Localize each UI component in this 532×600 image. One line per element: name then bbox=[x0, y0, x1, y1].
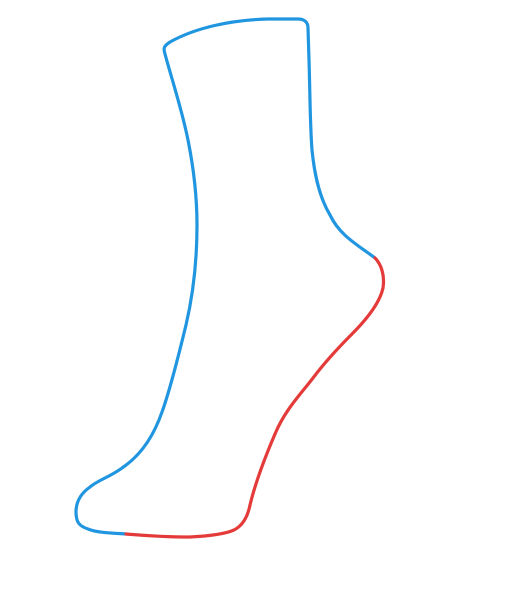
sock-outline-stroke bbox=[74, 17, 377, 536]
sock-foot-bottom-stroke bbox=[124, 256, 386, 539]
